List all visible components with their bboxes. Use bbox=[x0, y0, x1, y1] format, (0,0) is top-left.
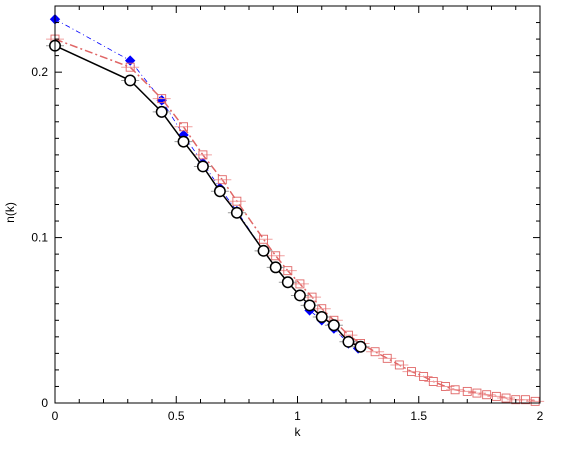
data-point bbox=[315, 311, 328, 323]
x-tick-label: 0 bbox=[52, 409, 59, 423]
x-axis-title: k bbox=[295, 425, 302, 439]
data-point bbox=[407, 367, 416, 377]
data-point bbox=[230, 206, 243, 219]
x-tick-label: 1.5 bbox=[410, 409, 427, 423]
data-point bbox=[179, 122, 188, 132]
x-tick-label: 2 bbox=[537, 409, 544, 423]
y-tick-label: 0.1 bbox=[31, 231, 48, 245]
data-point bbox=[257, 244, 270, 257]
data-point bbox=[521, 395, 530, 405]
data-point bbox=[530, 396, 540, 406]
data-point bbox=[125, 62, 135, 72]
x-tick-label: 0.5 bbox=[168, 409, 185, 423]
tick-layer bbox=[54, 5, 541, 404]
data-point bbox=[177, 135, 190, 148]
data-point bbox=[440, 382, 450, 391]
series-open-square bbox=[46, 34, 545, 406]
data-point bbox=[232, 196, 242, 206]
data-point bbox=[259, 234, 268, 244]
data-point bbox=[283, 266, 293, 276]
data-point bbox=[419, 372, 429, 381]
data-point bbox=[491, 391, 501, 401]
data-point bbox=[124, 74, 137, 87]
data-point bbox=[293, 289, 306, 302]
data-point bbox=[428, 377, 438, 386]
data-point bbox=[370, 347, 380, 357]
series-layer bbox=[46, 14, 545, 406]
y-tick-label: 0.2 bbox=[31, 65, 48, 79]
data-point bbox=[269, 261, 282, 274]
data-point bbox=[342, 335, 355, 348]
data-point bbox=[382, 353, 392, 363]
data-point bbox=[295, 279, 305, 289]
data-point bbox=[157, 94, 167, 104]
data-point bbox=[213, 185, 226, 198]
data-point bbox=[462, 386, 472, 396]
data-point bbox=[281, 276, 294, 289]
series-open-circle bbox=[46, 39, 370, 353]
data-point bbox=[196, 160, 209, 173]
y-tick-label: 0 bbox=[41, 396, 48, 410]
data-point bbox=[271, 251, 281, 261]
data-point bbox=[482, 390, 492, 400]
data-point bbox=[327, 319, 340, 332]
data-point bbox=[354, 340, 367, 353]
series-line bbox=[54, 45, 361, 348]
y-axis-title: n(k) bbox=[3, 202, 17, 223]
data-point bbox=[217, 175, 227, 185]
data-point bbox=[472, 388, 482, 398]
data-point bbox=[394, 360, 404, 370]
x-tick-label: 1 bbox=[294, 409, 301, 423]
data-point bbox=[450, 385, 460, 395]
data-point bbox=[501, 393, 511, 403]
label-layer: 0 0.5 1 1.5 2 0 0.1 0.2 bbox=[31, 65, 543, 423]
data-point bbox=[198, 150, 208, 160]
data-point bbox=[303, 299, 316, 312]
data-point bbox=[155, 105, 168, 118]
